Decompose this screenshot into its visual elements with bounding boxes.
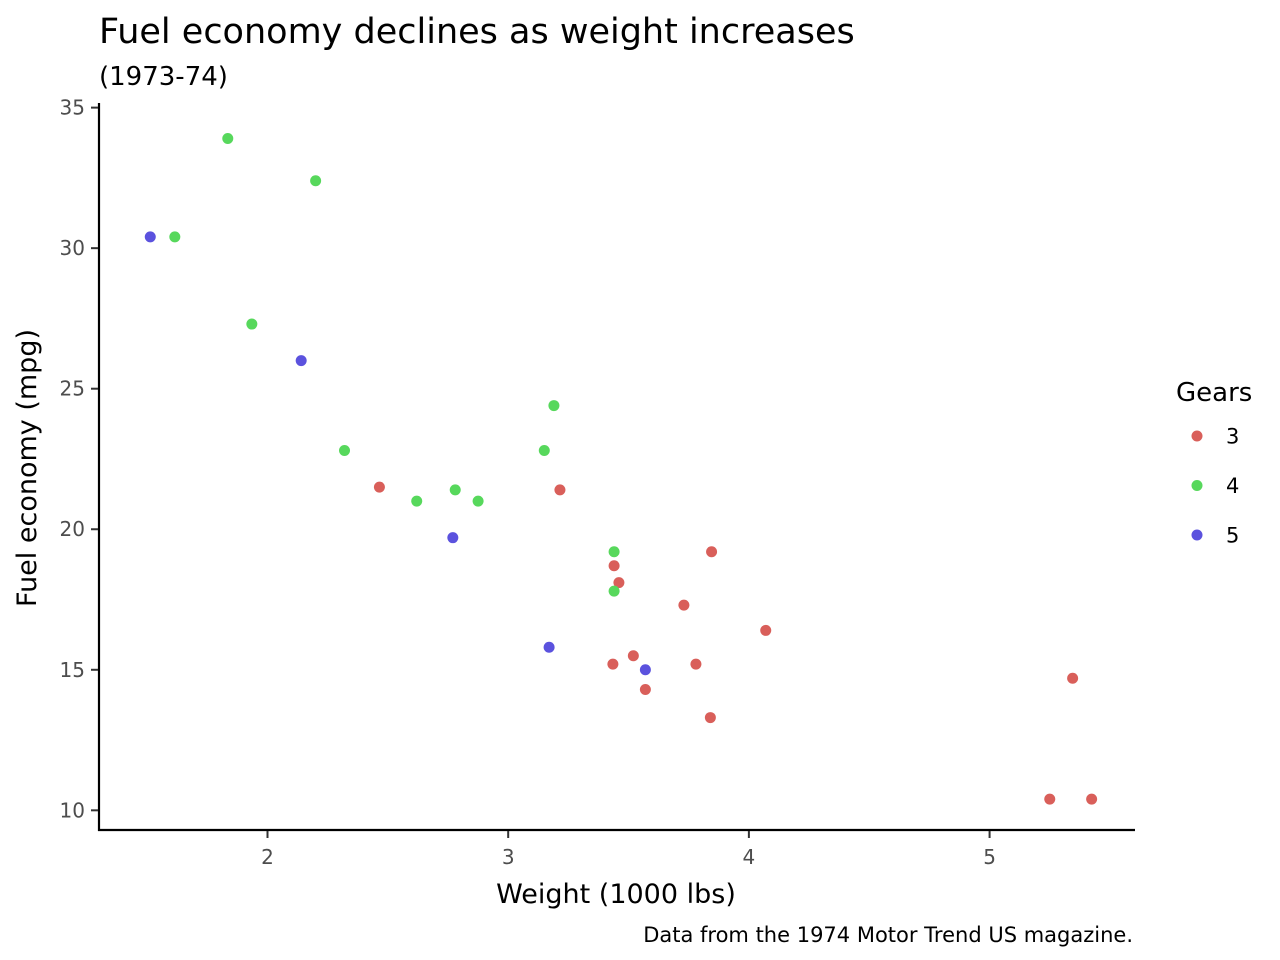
chart-title: Fuel economy declines as weight increase…: [99, 12, 855, 52]
data-point-gear-4: [449, 484, 461, 496]
x-tick-label: 4: [743, 845, 756, 869]
data-point-gear-4: [339, 445, 351, 457]
data-point-gear-3: [690, 658, 702, 670]
x-axis-ticks: 2 3 4 5: [261, 831, 996, 869]
data-point-gear-3: [373, 481, 385, 493]
legend-title: Gears: [1176, 378, 1252, 408]
data-point-gear-3: [554, 484, 566, 496]
data-point-gear-4: [310, 175, 322, 187]
data-point-gear-3: [760, 624, 772, 636]
data-point-gear-4: [222, 133, 234, 145]
data-point-gear-3: [706, 546, 718, 558]
y-tick-label: 25: [60, 377, 85, 401]
data-point-gear-5: [295, 355, 307, 367]
y-tick-label: 30: [60, 236, 85, 260]
legend: Gears 3 4 5: [1176, 378, 1252, 548]
y-axis-ticks: 10 15 20 25 30 35: [60, 96, 98, 822]
data-point-gear-3: [639, 683, 651, 695]
data-point-gear-4: [472, 495, 484, 507]
data-point-gear-4: [246, 318, 258, 330]
points-layer: [144, 133, 1098, 805]
y-tick-label: 10: [60, 798, 85, 822]
data-point-gear-4: [169, 231, 181, 243]
data-point-gear-3: [678, 599, 690, 611]
data-point-gear-3: [627, 650, 639, 662]
y-tick-label: 15: [60, 658, 85, 682]
data-point-gear-5: [447, 532, 459, 544]
chart-caption: Data from the 1974 Motor Trend US magazi…: [643, 923, 1133, 947]
data-point-gear-4: [548, 400, 560, 412]
x-tick-label: 5: [983, 845, 996, 869]
data-point-gear-4: [608, 585, 620, 597]
data-point-gear-3: [1067, 672, 1079, 684]
legend-label-3: 3: [1226, 425, 1239, 449]
legend-key-3: [1191, 430, 1203, 442]
data-point-gear-3: [608, 560, 620, 572]
x-tick-label: 3: [502, 845, 515, 869]
data-point-gear-5: [144, 231, 156, 243]
legend-label-4: 4: [1226, 474, 1239, 498]
y-axis-title: Fuel economy (mpg): [12, 329, 43, 607]
legend-label-5: 5: [1226, 524, 1239, 548]
data-point-gear-5: [639, 664, 651, 676]
data-point-gear-3: [704, 712, 716, 724]
data-point-gear-4: [538, 445, 550, 457]
data-point-gear-3: [613, 577, 625, 589]
legend-key-4: [1191, 480, 1203, 491]
x-tick-label: 2: [261, 845, 274, 869]
data-point-gear-3: [1044, 793, 1056, 805]
x-axis-title: Weight (1000 lbs): [496, 879, 736, 910]
legend-key-5: [1191, 529, 1203, 541]
data-point-gear-4: [608, 546, 620, 558]
y-tick-label: 20: [60, 517, 85, 541]
data-point-gear-3: [1086, 793, 1098, 805]
data-point-gear-4: [411, 495, 423, 507]
y-tick-label: 35: [60, 96, 85, 120]
data-point-gear-3: [607, 658, 619, 670]
chart-subtitle: (1973-74): [99, 62, 228, 92]
data-point-gear-5: [543, 641, 555, 653]
